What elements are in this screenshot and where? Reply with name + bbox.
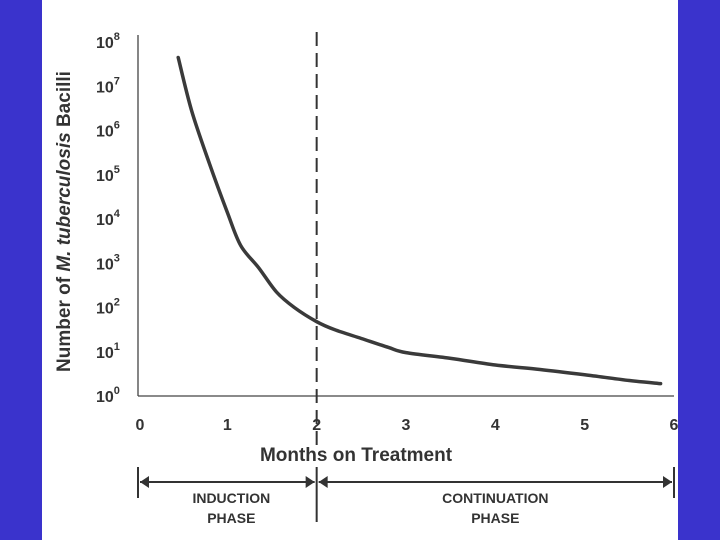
x-axis-title: Months on Treatment bbox=[260, 445, 453, 466]
y-tick-exponent: 2 bbox=[114, 297, 120, 309]
phase-label-line1: CONTINUATION bbox=[442, 490, 548, 506]
y-tick-base: 10 bbox=[96, 256, 114, 273]
y-tick-base: 10 bbox=[96, 168, 114, 185]
series-line-bacilli-count bbox=[176, 55, 663, 386]
series bbox=[176, 55, 663, 386]
y-tick-label: 103 bbox=[96, 252, 120, 273]
x-tick-label: 6 bbox=[670, 417, 678, 434]
y-tick-label: 108 bbox=[96, 31, 120, 52]
x-tick-label: 0 bbox=[136, 417, 145, 434]
y-tick-label: 107 bbox=[96, 75, 120, 96]
y-tick-base: 10 bbox=[96, 212, 114, 229]
y-tick-exponent: 7 bbox=[114, 75, 120, 87]
phase-annotations: INDUCTION PHASE CONTINUATION PHASE bbox=[137, 467, 675, 526]
phase-label-line2: PHASE bbox=[471, 510, 519, 526]
y-tick-label: 101 bbox=[96, 341, 120, 362]
phase-label-line2: PHASE bbox=[207, 510, 255, 526]
phase-arrow-head-left bbox=[318, 476, 328, 488]
y-axis-title-organism: M. tuberculosis bbox=[54, 132, 75, 271]
phase-arrow-head-right bbox=[663, 476, 672, 488]
x-tick-label: 2 bbox=[312, 417, 321, 434]
y-tick-exponent: 3 bbox=[114, 252, 120, 264]
y-tick-exponent: 4 bbox=[114, 208, 121, 220]
x-tick-label: 4 bbox=[491, 417, 500, 434]
x-tick-labels: 0 1 2 3 4 5 6 bbox=[136, 417, 678, 434]
y-tick-label: 106 bbox=[96, 120, 120, 141]
y-tick-base: 10 bbox=[96, 345, 114, 362]
y-tick-label: 105 bbox=[96, 164, 120, 185]
y-tick-base: 10 bbox=[96, 124, 114, 141]
x-tick-label: 1 bbox=[223, 417, 232, 434]
x-tick-label: 5 bbox=[580, 417, 589, 434]
y-tick-base: 10 bbox=[96, 35, 114, 52]
y-tick-base: 10 bbox=[96, 79, 114, 96]
y-tick-exponent: 5 bbox=[114, 164, 120, 176]
phase-arrow-head-right bbox=[305, 476, 315, 488]
y-axis-title-suffix: Bacilli bbox=[54, 71, 75, 132]
y-tick-label: 104 bbox=[96, 208, 121, 229]
y-tick-base: 10 bbox=[96, 389, 114, 406]
y-tick-exponent: 6 bbox=[114, 120, 120, 132]
y-tick-label: 100 bbox=[96, 385, 120, 406]
axes bbox=[137, 32, 674, 445]
phase-label-line1: INDUCTION bbox=[192, 490, 270, 506]
phase-arrow-head-left bbox=[140, 476, 149, 488]
y-tick-exponent: 0 bbox=[114, 385, 120, 397]
y-tick-base: 10 bbox=[96, 301, 114, 318]
y-tick-exponent: 1 bbox=[114, 341, 120, 353]
x-tick-label: 3 bbox=[402, 417, 411, 434]
y-tick-label: 102 bbox=[96, 297, 120, 318]
y-tick-exponent: 8 bbox=[114, 31, 120, 43]
y-axis-title: Number of M. tuberculosis Bacilli bbox=[54, 71, 75, 372]
y-axis-title-prefix: Number of bbox=[54, 272, 75, 372]
